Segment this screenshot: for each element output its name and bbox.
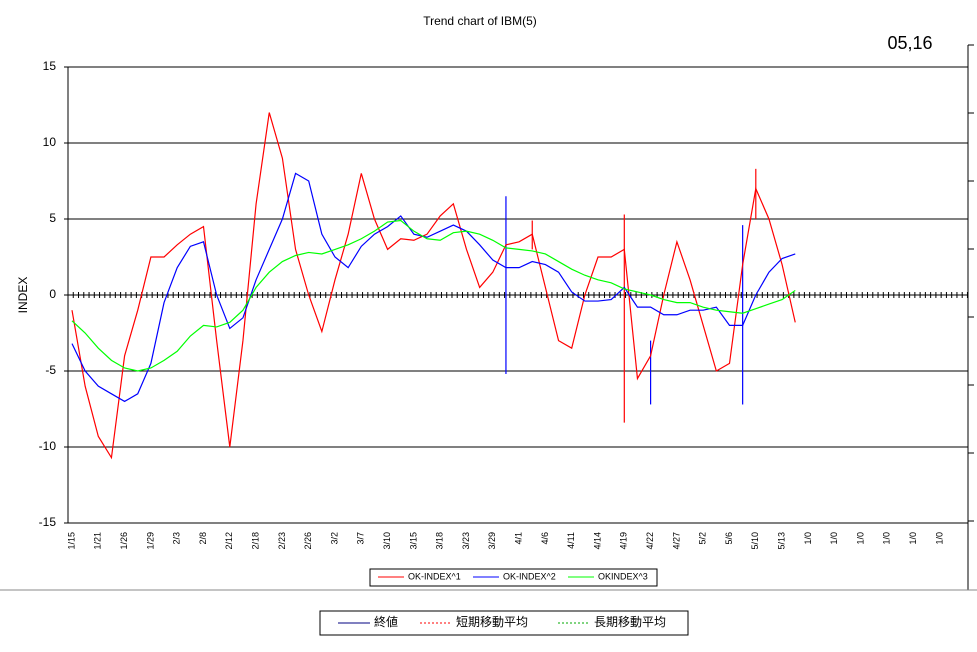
x-tick-label: 3/2 [329,532,339,545]
x-tick-label: 3/7 [356,532,366,545]
legend-box [319,610,689,636]
x-tick-label: 5/13 [776,532,786,550]
x-tick-label: 5/6 [724,532,734,545]
legend-label: 終値 [374,614,398,629]
x-tick-label: 2/26 [303,532,313,550]
x-tick-label: 2/23 [277,532,287,550]
legend-label: 長期移動平均 [594,615,666,629]
y-tick-label: 0 [49,287,56,301]
y-tick-label: 15 [43,59,57,73]
x-tick-label: 3/29 [487,532,497,550]
x-tick-label: 1/0 [908,532,918,545]
y-tick-label: -10 [39,439,57,453]
series-line [71,172,796,403]
x-tick-label: 1/0 [829,532,839,545]
x-tick-label: 5/10 [750,532,760,550]
legend-label: 短期移動平均 [456,615,528,629]
y-axis-label: INDEX [16,277,30,314]
x-tick-label: 2/18 [250,532,260,550]
chart-title: Trend chart of IBM(5) [423,14,537,28]
series-line [71,219,796,372]
y-tick-label: -5 [45,363,56,377]
x-tick-label: 1/0 [855,532,865,545]
x-tick-label: 5/2 [698,532,708,545]
x-tick-label: 1/29 [145,532,155,550]
x-tick-label: 3/15 [408,532,418,550]
x-tick-label: 2/3 [172,532,182,545]
x-tick-label: 4/14 [592,532,602,550]
x-tick-label: 1/0 [882,532,892,545]
y-tick-label: 5 [49,211,56,225]
x-tick-label: 2/12 [224,532,234,550]
legend-label: OK-INDEX^2 [503,571,556,581]
x-tick-label: 4/22 [645,532,655,550]
x-tick-label: 1/26 [119,532,129,550]
x-tick-label: 3/10 [382,532,392,550]
x-tick-label: 4/11 [566,532,576,549]
legend-label: OK-INDEX^1 [408,571,461,581]
x-tick-label: 4/6 [540,532,550,545]
series-line [71,112,796,460]
corner-label: 05,16 [887,33,932,53]
x-tick-label: 1/21 [93,532,103,550]
x-tick-label: 4/1 [513,532,523,545]
x-tick-label: 3/18 [435,532,445,550]
x-tick-label: 3/23 [461,532,471,550]
y-tick-label: -15 [39,515,57,529]
x-tick-label: 1/15 [66,532,76,550]
x-tick-label: 4/27 [671,532,681,550]
x-tick-label: 2/8 [198,532,208,545]
legend-box [369,568,658,587]
y-tick-label: 10 [43,135,57,149]
legend-label: OKINDEX^3 [598,571,648,581]
x-tick-label: 4/19 [619,532,629,550]
x-tick-label: 1/0 [934,532,944,545]
x-tick-label: 1/0 [803,532,813,545]
